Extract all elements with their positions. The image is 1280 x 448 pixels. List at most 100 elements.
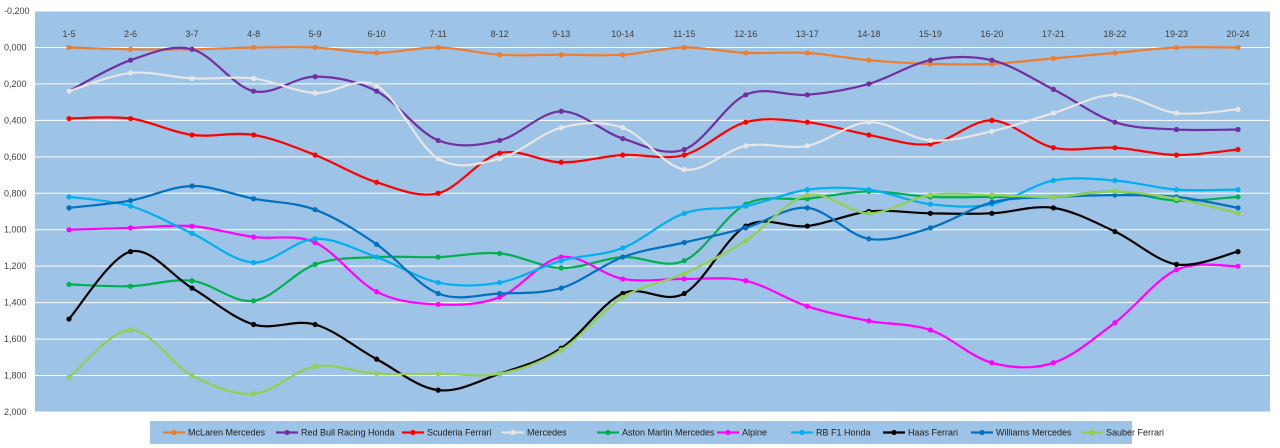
data-point <box>866 132 872 138</box>
data-point <box>804 143 810 149</box>
x-tick-label: 8-12 <box>491 29 509 39</box>
data-point <box>620 152 626 158</box>
data-point <box>866 57 872 63</box>
data-point <box>66 88 72 94</box>
data-point <box>681 276 687 282</box>
data-point <box>866 210 872 216</box>
data-point <box>804 50 810 56</box>
data-point <box>312 321 318 328</box>
legend-item: Red Bull Racing Honda <box>276 428 395 438</box>
data-point <box>927 61 933 67</box>
data-point <box>66 44 72 51</box>
legend: McLaren Mercedes Red Bull Racing Honda Scu… <box>163 428 1164 438</box>
data-point <box>189 372 195 379</box>
data-point <box>989 210 995 216</box>
data-point <box>1050 205 1057 211</box>
x-tick-label: 20-24 <box>1226 29 1249 39</box>
data-point <box>866 236 872 242</box>
x-tick-label: 11-15 <box>673 29 695 39</box>
data-point <box>1112 145 1118 151</box>
y-tick-label: 1,600 <box>4 334 27 344</box>
data-point <box>681 166 687 173</box>
x-tick-label: 17-21 <box>1042 29 1065 39</box>
data-point <box>1112 92 1118 98</box>
data-point <box>1050 177 1057 184</box>
legend-item: RB F1 Honda <box>791 428 871 438</box>
data-point <box>1173 196 1180 202</box>
legend-label: Sauber Ferrari <box>1106 428 1164 438</box>
data-point <box>1050 194 1057 200</box>
x-tick-label: 7-11 <box>429 29 446 39</box>
data-point <box>1173 267 1180 273</box>
data-point <box>743 278 749 284</box>
series-line <box>68 71 1239 171</box>
data-point <box>312 74 318 80</box>
data-point <box>1050 55 1057 61</box>
data-point <box>927 225 933 231</box>
data-point <box>312 363 318 370</box>
data-point <box>804 223 810 229</box>
data-point <box>681 146 687 153</box>
series-mercedes <box>66 70 1241 173</box>
data-point <box>927 137 933 144</box>
data-point <box>743 238 749 244</box>
data-point <box>989 192 995 198</box>
data-point <box>250 321 257 328</box>
data-point <box>681 44 687 51</box>
data-point <box>66 194 72 200</box>
data-point <box>681 210 687 216</box>
data-point <box>1173 187 1180 193</box>
series-alpine <box>66 223 1241 369</box>
legend-marker <box>725 429 731 436</box>
data-point <box>66 227 72 233</box>
data-point <box>127 57 134 63</box>
data-point <box>374 356 380 362</box>
data-point <box>558 258 564 264</box>
data-point <box>312 261 318 267</box>
x-tick-label: 10-14 <box>611 29 634 39</box>
data-point <box>620 135 626 142</box>
data-point <box>804 196 810 202</box>
data-point <box>250 88 257 94</box>
data-point <box>497 137 503 144</box>
data-point <box>66 316 72 322</box>
data-point <box>558 347 564 353</box>
x-tick-label: 1-5 <box>62 29 75 39</box>
data-point <box>374 289 380 295</box>
data-point <box>435 190 441 196</box>
data-point <box>127 70 134 76</box>
data-point <box>497 279 503 286</box>
data-point <box>927 201 933 207</box>
data-point <box>866 318 872 324</box>
plot-area <box>35 11 1270 412</box>
data-point <box>127 225 134 231</box>
data-point <box>558 265 564 271</box>
data-point <box>989 128 995 134</box>
data-point <box>558 285 564 291</box>
data-point <box>558 254 564 260</box>
data-point <box>497 290 503 297</box>
x-tick-label: 5-9 <box>309 29 322 39</box>
series-line <box>68 45 1239 66</box>
data-point <box>989 360 995 366</box>
data-point <box>127 197 134 204</box>
data-point <box>374 88 380 94</box>
data-point <box>374 179 380 185</box>
y-tick-label: 0,600 <box>4 152 27 162</box>
data-point <box>189 230 195 236</box>
data-point <box>743 50 749 56</box>
y-tick-label: 1,000 <box>4 225 27 235</box>
data-point <box>497 150 503 156</box>
data-point <box>804 92 810 98</box>
data-point <box>250 259 257 266</box>
data-point <box>681 270 687 277</box>
y-tick-label: -0,200 <box>4 6 30 16</box>
data-point <box>1112 177 1118 184</box>
data-point <box>681 152 687 158</box>
legend-label: Alpine <box>742 428 767 438</box>
data-point <box>250 196 257 202</box>
data-point <box>1112 188 1118 195</box>
legend-marker <box>605 429 611 436</box>
legend-label: Williams Mercedes <box>996 428 1072 438</box>
data-point <box>127 327 134 333</box>
